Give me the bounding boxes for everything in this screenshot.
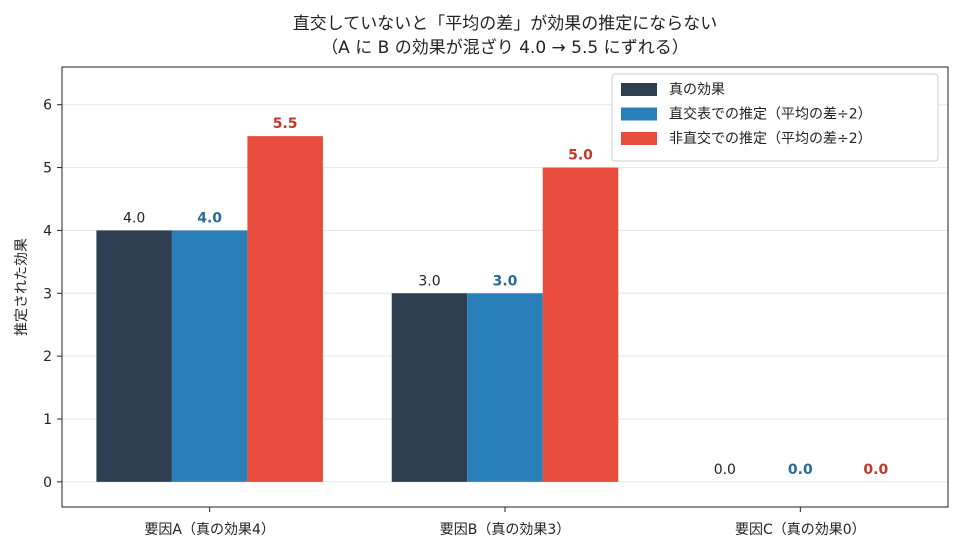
bar xyxy=(247,136,323,482)
bar xyxy=(391,293,468,482)
chart-title: 直交していないと「平均の差」が効果の推定にならない xyxy=(293,14,718,34)
x-axis: 要因A（真の効果4） 要因B（真の効果3） 要因C（真の効果0） xyxy=(144,507,866,538)
bar-value-label: 5.0 xyxy=(568,148,593,164)
y-tick-label: 4 xyxy=(43,223,52,239)
bar xyxy=(96,230,172,482)
y-tick-label: 3 xyxy=(43,286,52,302)
y-tick-label: 6 xyxy=(43,98,52,114)
y-tick-label: 0 xyxy=(43,475,52,491)
bar xyxy=(467,293,543,482)
bar xyxy=(542,167,619,482)
legend-label: 非直交での推定（平均の差÷2） xyxy=(669,130,872,147)
y-tick-label: 2 xyxy=(43,349,52,365)
legend-swatch xyxy=(621,132,657,145)
bar-value-label: 0.0 xyxy=(788,462,813,478)
bars xyxy=(96,136,619,482)
bar-value-label: 5.5 xyxy=(273,116,298,132)
data-labels: 4.0 4.0 5.5 3.0 3.0 5.0 0.0 0.0 0.0 xyxy=(123,116,888,478)
bar-value-label: 3.0 xyxy=(493,273,518,289)
y-axis: 0 1 2 3 4 5 6 xyxy=(43,98,62,491)
y-axis-label: 推定された効果 xyxy=(14,238,30,336)
legend-swatch xyxy=(621,83,657,96)
bar-value-label: 0.0 xyxy=(714,462,736,478)
bar-value-label: 4.0 xyxy=(197,210,222,226)
y-tick-label: 1 xyxy=(43,412,52,428)
legend-label: 真の効果 xyxy=(669,82,725,98)
bar-value-label: 4.0 xyxy=(123,210,145,226)
x-tick-label: 要因B（真の効果3） xyxy=(440,522,571,538)
bar-value-label: 0.0 xyxy=(863,462,888,478)
x-tick-label: 要因C（真の効果0） xyxy=(735,522,866,538)
x-tick-label: 要因A（真の効果4） xyxy=(144,522,274,538)
bar xyxy=(171,230,248,482)
legend-box xyxy=(611,73,939,162)
chart-subtitle: （A に B の効果が混ざり 4.0 → 5.5 にずれる） xyxy=(321,37,689,58)
legend-swatch xyxy=(621,107,657,121)
y-tick-label: 5 xyxy=(43,161,52,177)
legend-label: 直交表での推定（平均の差÷2） xyxy=(669,106,872,123)
bar-value-label: 3.0 xyxy=(418,273,440,289)
